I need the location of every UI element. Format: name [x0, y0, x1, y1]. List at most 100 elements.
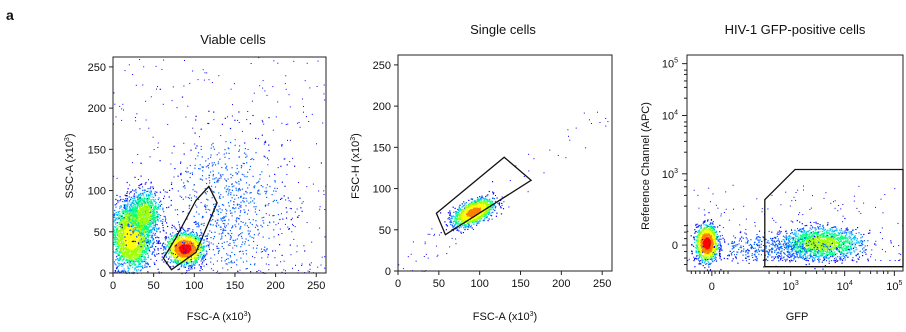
- data-point: [124, 256, 126, 258]
- data-point: [173, 259, 175, 261]
- data-point: [147, 231, 149, 233]
- data-point: [158, 206, 160, 208]
- data-point: [156, 216, 158, 218]
- data-point: [181, 238, 183, 240]
- data-point: [134, 248, 136, 250]
- data-point: [144, 249, 146, 251]
- data-point: [206, 235, 208, 237]
- data-point: [158, 242, 160, 244]
- data-point: [121, 252, 123, 254]
- data-point: [143, 206, 145, 208]
- data-point: [125, 218, 128, 220]
- data-point: [201, 258, 203, 260]
- data-point: [140, 252, 142, 254]
- data-point: [193, 250, 195, 252]
- data-point: [148, 234, 150, 236]
- data-point: [134, 221, 136, 223]
- data-point: [154, 194, 156, 196]
- data-point: [142, 189, 144, 191]
- data-point: [127, 247, 129, 249]
- data-point: [191, 263, 193, 265]
- data-point: [129, 260, 131, 262]
- data-point: [137, 222, 139, 224]
- data-point: [122, 242, 124, 244]
- data-point: [153, 239, 155, 241]
- data-point: [189, 250, 191, 252]
- data-point: [197, 243, 199, 245]
- data-point: [135, 207, 137, 209]
- data-point: [144, 220, 146, 222]
- data-point: [138, 186, 140, 189]
- data-point: [146, 245, 148, 247]
- data-point: [157, 241, 159, 243]
- data-point: [193, 245, 195, 247]
- data-point: [166, 245, 168, 247]
- data-point: [186, 259, 188, 261]
- data-point: [113, 216, 115, 218]
- data-point: [113, 214, 115, 216]
- data-point: [161, 222, 163, 224]
- data-point: [225, 263, 227, 265]
- data-point: [121, 220, 123, 222]
- data-point: [148, 226, 151, 228]
- data-point: [154, 198, 156, 201]
- data-point: [196, 246, 198, 248]
- data-point: [120, 240, 122, 242]
- data-point: [132, 216, 134, 218]
- data-point: [137, 231, 139, 233]
- data-point: [148, 204, 150, 206]
- data-point: [120, 223, 122, 225]
- data-point: [213, 203, 215, 206]
- data-point: [139, 203, 141, 205]
- data-point: [120, 271, 122, 273]
- data-point: [158, 227, 160, 229]
- data-point: [180, 240, 182, 242]
- data-point: [119, 200, 121, 202]
- data-point: [134, 224, 136, 226]
- data-point: [143, 209, 145, 211]
- data-point: [147, 226, 149, 228]
- data-point: [149, 206, 151, 208]
- data-point: [132, 238, 134, 240]
- data-point: [200, 242, 202, 244]
- data-point: [119, 218, 121, 221]
- data-point: [145, 231, 147, 233]
- data-point: [119, 230, 121, 232]
- data-point: [129, 226, 131, 228]
- data-point: [127, 225, 129, 227]
- data-point: [156, 208, 158, 211]
- data-point: [126, 191, 129, 193]
- data-point: [129, 235, 131, 237]
- data-point: [126, 256, 128, 258]
- data-point: [132, 245, 134, 247]
- data-point: [135, 260, 137, 262]
- data-point: [129, 240, 131, 242]
- data-point: [204, 245, 206, 247]
- data-point: [124, 254, 126, 256]
- data-point: [153, 221, 155, 223]
- data-point: [196, 238, 198, 240]
- data-point: [177, 237, 179, 239]
- data-point: [131, 206, 133, 208]
- data-point: [128, 201, 130, 203]
- data-point: [146, 246, 148, 248]
- data-point: [179, 235, 181, 237]
- data-point: [114, 251, 116, 253]
- data-point: [142, 234, 144, 236]
- data-point: [182, 243, 184, 245]
- data-point: [145, 221, 147, 223]
- data-point: [136, 213, 138, 215]
- data-point: [143, 202, 146, 205]
- data-point: [147, 230, 149, 232]
- data-point: [188, 239, 190, 241]
- data-point: [144, 217, 146, 219]
- data-point: [161, 203, 163, 206]
- data-point: [191, 246, 193, 248]
- data-point: [130, 219, 132, 221]
- data-point: [136, 226, 138, 229]
- data-point: [146, 250, 148, 252]
- data-point: [139, 232, 141, 234]
- data-point: [123, 205, 125, 207]
- data-point: [195, 256, 197, 258]
- data-point: [131, 233, 133, 235]
